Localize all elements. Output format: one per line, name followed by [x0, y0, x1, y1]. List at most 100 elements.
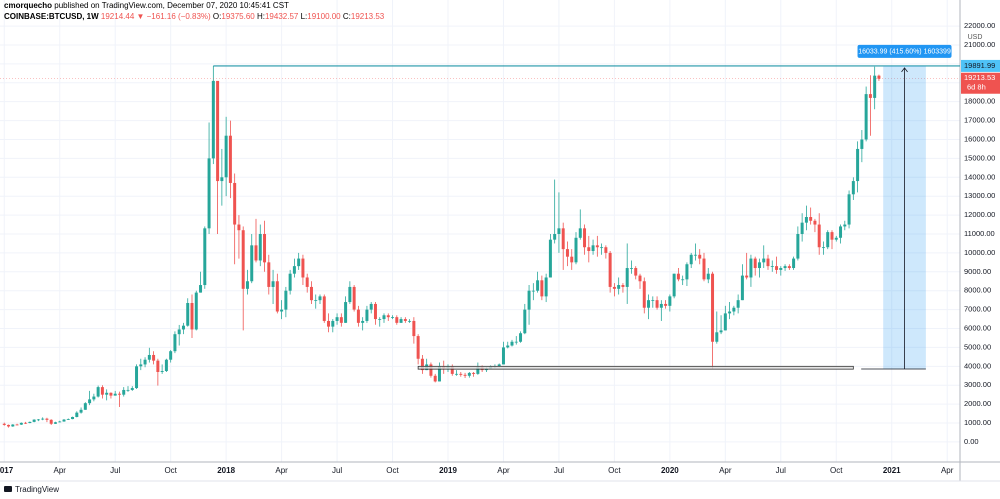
- candle-body: [284, 290, 288, 310]
- candle-body: [740, 275, 744, 301]
- countdown-label: 6d 8h: [967, 83, 986, 92]
- candle-body: [382, 315, 386, 320]
- candle-body: [211, 80, 215, 159]
- candle-body: [719, 330, 723, 333]
- candle-body: [258, 234, 262, 261]
- candle-body: [749, 258, 753, 278]
- candle-body: [681, 279, 685, 281]
- y-tick-label: 1000.00: [964, 418, 991, 427]
- x-tick-label: Oct: [830, 466, 843, 475]
- candle-body: [62, 419, 66, 422]
- candle-body: [843, 224, 847, 227]
- y-tick-label: 6000.00: [964, 323, 991, 332]
- x-tick-label: Apr: [941, 466, 954, 475]
- candle-body: [233, 182, 237, 225]
- candle-body: [41, 418, 45, 420]
- candle-body: [463, 374, 467, 376]
- candle-body: [49, 419, 53, 424]
- candle-body: [689, 254, 693, 265]
- y-tick-label: 0.00: [964, 437, 979, 446]
- candle-body: [625, 268, 629, 287]
- candle-body: [322, 296, 326, 321]
- x-tick-label: Apr: [54, 466, 67, 475]
- candle-body: [830, 232, 834, 240]
- candle-body: [160, 371, 164, 372]
- candle-body: [476, 367, 480, 374]
- candle-body: [28, 421, 32, 424]
- candle-body: [386, 315, 390, 318]
- author: cmorquecho: [4, 1, 52, 10]
- candle-body: [766, 258, 770, 267]
- candle-body: [868, 94, 872, 98]
- candle-body: [770, 266, 774, 267]
- candle-body: [241, 230, 245, 289]
- candle-body: [745, 275, 749, 278]
- candle-body: [591, 245, 595, 252]
- candle-body: [629, 268, 633, 269]
- candle-body: [339, 317, 343, 323]
- candle-body: [113, 393, 117, 396]
- candle-body: [344, 302, 348, 323]
- candle-body: [412, 320, 416, 337]
- candle-body: [199, 285, 203, 293]
- candle-body: [668, 296, 672, 306]
- candle-body: [105, 392, 109, 395]
- y-tick-label: 17000.00: [964, 116, 995, 125]
- candle-body: [156, 360, 160, 372]
- y-tick-label: 11000.00: [964, 229, 995, 238]
- grid: [0, 0, 960, 462]
- candle-body: [164, 359, 168, 372]
- candle-body: [757, 262, 761, 269]
- candle-body: [378, 319, 382, 320]
- candle-body: [809, 216, 813, 221]
- candle-body: [83, 403, 87, 410]
- candle-body: [621, 285, 625, 287]
- candle-body: [297, 258, 301, 267]
- y-tick-label: 14000.00: [964, 172, 995, 181]
- candle-body: [544, 277, 548, 297]
- candle-body: [15, 424, 19, 426]
- candle-body: [672, 273, 676, 297]
- candle-body: [847, 194, 851, 225]
- ohlc-value: 19213.53: [351, 12, 385, 21]
- candle-body: [634, 268, 638, 276]
- candle-body: [659, 303, 663, 308]
- candle-body: [792, 258, 796, 269]
- candle-body: [228, 135, 232, 183]
- candle-body: [254, 245, 258, 261]
- candle-body: [250, 245, 254, 282]
- candle-body: [92, 396, 96, 400]
- y-tick-label: 10000.00: [964, 248, 995, 257]
- candle-body: [361, 320, 365, 323]
- candle-body: [839, 226, 843, 238]
- y-tick-label: 22000.00: [964, 21, 995, 30]
- candle-body: [617, 285, 621, 289]
- candle-body: [604, 247, 608, 253]
- candle-body: [24, 422, 28, 424]
- candle-body: [314, 300, 318, 301]
- logo-text: TradingView: [15, 485, 59, 494]
- last-price-label: 19213.53: [964, 73, 995, 82]
- candle-body: [75, 412, 79, 417]
- x-tick-label: Oct: [164, 466, 177, 475]
- candle-body: [122, 389, 126, 395]
- plot: [2, 65, 881, 428]
- candle-body: [817, 224, 821, 248]
- candle-body: [762, 258, 766, 263]
- candle-body: [523, 309, 527, 334]
- candle-body: [186, 302, 190, 326]
- candle-body: [851, 181, 855, 195]
- level-price-box: [961, 59, 1000, 72]
- header-line: cmorquecho published on TradingView.com,…: [4, 1, 289, 10]
- candle-body: [45, 418, 49, 420]
- candle-body: [352, 286, 356, 310]
- candle-body: [58, 421, 62, 423]
- candle-body: [736, 300, 740, 308]
- candle-body: [698, 254, 702, 259]
- candle-body: [365, 309, 369, 321]
- candle-body: [557, 228, 561, 234]
- candle-body: [783, 266, 787, 269]
- candle-body: [826, 232, 830, 248]
